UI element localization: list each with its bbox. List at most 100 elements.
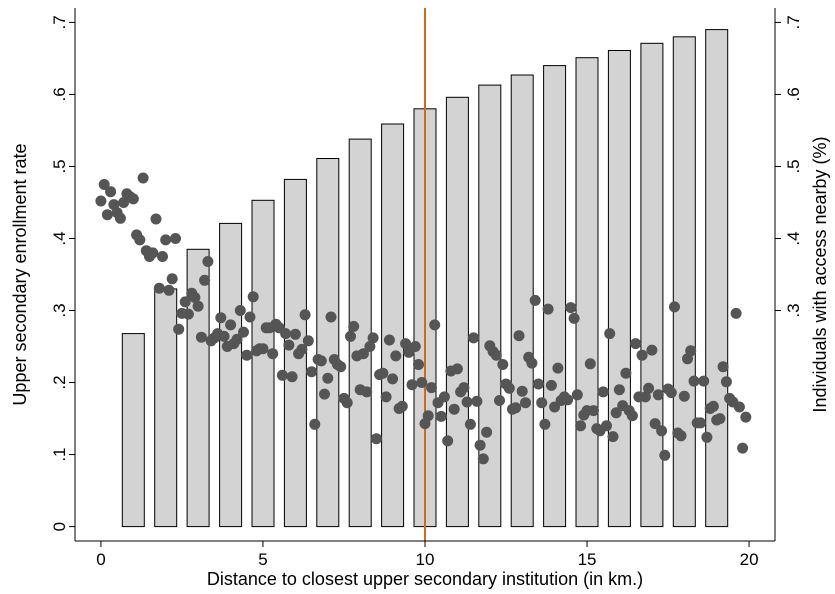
scatter-point (345, 330, 356, 342)
scatter-point (400, 338, 412, 350)
scatter-point (325, 311, 337, 323)
scatter-point (652, 389, 664, 401)
scatter-point (163, 284, 175, 296)
scatter-point (539, 418, 551, 430)
bar-14 (543, 65, 567, 528)
scatter-point (588, 405, 599, 417)
scatter-point (370, 433, 382, 445)
scatter-point (238, 326, 249, 338)
scatter-point (584, 358, 596, 370)
y-left-tick-label: .1 (50, 447, 69, 461)
scatter-point (309, 418, 321, 430)
scatter-point (361, 386, 373, 398)
scatter-point (215, 312, 227, 324)
scatter-point (170, 233, 181, 244)
x-axis-title: Distance to closest upper secondary inst… (207, 569, 643, 589)
scatter-point (552, 362, 564, 374)
bar-12 (478, 84, 502, 528)
scatter-point (390, 350, 402, 362)
x-tick-label: 10 (416, 550, 435, 569)
scatter-point (422, 410, 434, 422)
bar-3 (186, 248, 210, 528)
scatter-point (701, 431, 713, 443)
scatter-point (105, 186, 117, 198)
bar-1 (121, 333, 145, 528)
scatter-point (244, 311, 256, 323)
scatter-point (448, 403, 460, 415)
scatter-point (438, 391, 450, 403)
scatter-point (364, 341, 376, 352)
scatter-point (665, 387, 677, 399)
scatter-point (451, 363, 463, 375)
bar-18 (672, 36, 696, 528)
scatter-point (604, 328, 616, 340)
scatter-point (620, 367, 632, 379)
scatter-point (147, 247, 159, 259)
scatter-point (348, 320, 360, 332)
y-right-tick-label: .5 (784, 159, 803, 173)
scatter-point (688, 375, 700, 387)
x-tick-label: 15 (578, 550, 597, 569)
scatter-point (601, 420, 612, 432)
scatter-point (286, 371, 298, 383)
scatter-point (503, 382, 515, 394)
scatter-point (95, 195, 107, 207)
bar-19 (705, 29, 729, 528)
scatter-point (458, 382, 470, 394)
scatter-point (649, 418, 661, 430)
scatter-point (678, 390, 690, 402)
scatter-point (98, 179, 110, 190)
scatter-point (247, 291, 259, 303)
scatter-point (377, 367, 389, 379)
scatter-point (675, 430, 687, 442)
scatter-point (529, 294, 541, 306)
scatter-point (737, 442, 749, 454)
scatter-point (571, 389, 583, 401)
y-right-tick-label: .7 (784, 15, 803, 29)
y-left-tick-label: .5 (50, 159, 69, 173)
scatter-point (490, 349, 502, 361)
scatter-point (494, 395, 505, 406)
y-left-tick-label: 0 (50, 522, 69, 531)
scatter-point (659, 449, 671, 461)
scatter-point (575, 420, 587, 432)
scatter-point (357, 348, 369, 360)
axis-labels-group: Distance to closest upper secondary inst… (10, 136, 830, 589)
scatter-point (497, 359, 509, 370)
scatter-point (383, 334, 395, 346)
x-tick-label: 0 (96, 550, 105, 569)
scatter-point (160, 234, 172, 246)
scatter-point (669, 301, 680, 313)
axes-group: 0 5 10 15 20 0 .1 .2 .3 .4 .5 .6 .7 .3 .4 .5 .6 .7 (50, 8, 803, 569)
scatter-point (597, 386, 609, 398)
scatter-point (510, 402, 522, 414)
scatter-point (568, 312, 580, 324)
scatter-point (335, 361, 347, 373)
scatter-point (315, 355, 327, 367)
bar-9 (381, 123, 405, 528)
scatter-point (707, 400, 719, 412)
scatter-point (474, 439, 486, 451)
bar-5 (251, 199, 275, 528)
y-right-tick-label: .3 (784, 303, 803, 317)
scatter-point (426, 382, 437, 394)
scatter-point (685, 345, 697, 357)
scatter-point (166, 273, 178, 285)
scatter-point (137, 172, 149, 184)
scatter-point (477, 453, 489, 465)
scatter-point (150, 213, 162, 225)
y-left-tick-label: .7 (50, 15, 69, 29)
scatter-point (114, 212, 126, 224)
scatter-point (513, 330, 525, 342)
scatter-point (464, 418, 476, 430)
scatter-point (607, 431, 619, 443)
scatter-point (646, 344, 658, 356)
scatter-point (101, 209, 113, 221)
scatter-point (367, 332, 379, 344)
scatter-point (461, 396, 473, 408)
scatter-point (740, 411, 752, 423)
scatter-point (387, 373, 399, 385)
scatter-point (199, 274, 211, 286)
scatter-point (396, 400, 408, 412)
